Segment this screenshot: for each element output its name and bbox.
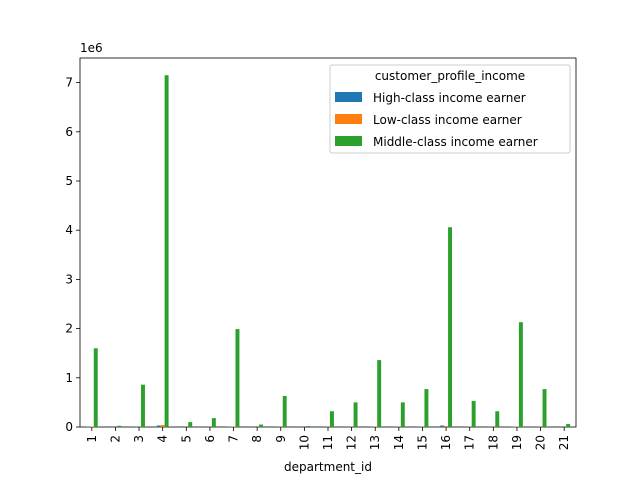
x-tick-label-16: 16 (439, 435, 453, 450)
bar-3-dept-6 (211, 418, 216, 427)
legend-swatch-1 (335, 92, 362, 102)
y-tick-label-2: 2 (65, 322, 73, 336)
bars (85, 75, 571, 427)
x-tick-label-8: 8 (250, 435, 264, 443)
bar-3-dept-3 (141, 384, 145, 427)
legend-entry-3: Middle-class income earner (373, 135, 538, 149)
legend-swatch-2 (335, 114, 362, 124)
bar-3-dept-15 (424, 389, 429, 427)
x-tick-label-18: 18 (486, 435, 500, 450)
bar-3-dept-19 (518, 322, 523, 427)
y-tick-label-7: 7 (65, 76, 73, 90)
y-axis: 0 1 2 3 4 5 6 7 (65, 76, 80, 434)
bar-2-dept-19 (514, 426, 519, 427)
x-tick-label-9: 9 (274, 435, 288, 443)
bar-3-dept-5 (188, 422, 193, 427)
x-tick-label-17: 17 (463, 435, 477, 450)
bar-3-dept-21 (566, 424, 571, 427)
y-tick-label-5: 5 (65, 174, 73, 188)
y-tick-label-3: 3 (65, 272, 73, 286)
legend-swatch-3 (335, 136, 362, 146)
legend-entry-2: Low-class income earner (373, 113, 522, 127)
x-tick-label-6: 6 (203, 435, 217, 443)
legend: customer_profile_income High-class income… (329, 64, 571, 154)
x-tick-label-12: 12 (345, 435, 359, 450)
x-tick-label-14: 14 (392, 435, 406, 450)
legend-box (329, 64, 571, 154)
bar-3-dept-20 (542, 389, 547, 427)
y-tick-label-1: 1 (65, 371, 73, 385)
x-tick-label-1: 1 (85, 435, 99, 443)
x-tick-label-3: 3 (132, 435, 146, 443)
x-tick-label-4: 4 (156, 435, 170, 443)
x-axis: 1 2 3 4 5 6 7 8 9 10 11 12 13 14 15 16 17 18 19 20 21 (85, 427, 571, 450)
bar-3-dept-14 (400, 402, 405, 427)
x-tick-label-20: 20 (534, 435, 548, 450)
y-tick-label-0: 0 (65, 420, 73, 434)
bar-3-dept-13 (377, 360, 382, 427)
x-tick-label-13: 13 (368, 435, 382, 450)
y-tick-label-4: 4 (65, 223, 73, 237)
bar-3-dept-12 (353, 402, 358, 427)
bar-3-dept-7 (235, 329, 240, 427)
legend-title: customer_profile_income (375, 69, 525, 83)
legend-entry-1: High-class income earner (373, 91, 526, 105)
bar-2-dept-7 (231, 426, 236, 427)
x-tick-label-19: 19 (510, 435, 524, 450)
x-tick-label-10: 10 (297, 435, 311, 450)
bar-3-dept-11 (329, 411, 334, 427)
x-tick-label-7: 7 (227, 435, 241, 443)
x-axis-label: department_id (284, 460, 372, 474)
y-tick-label-6: 6 (65, 125, 73, 139)
bar-1-dept-4 (156, 425, 161, 427)
x-tick-label-5: 5 (179, 435, 193, 443)
bar-3-dept-18 (495, 411, 500, 427)
bar-3-dept-9 (282, 396, 287, 427)
x-tick-label-11: 11 (321, 435, 335, 450)
bar-1-dept-16 (440, 425, 445, 427)
bar-2-dept-4 (160, 425, 165, 427)
x-tick-label-21: 21 (557, 435, 571, 450)
bar-3-dept-16 (448, 227, 452, 427)
bar-3-dept-4 (164, 75, 169, 427)
bar-2-dept-16 (444, 426, 449, 427)
bar-3-dept-17 (471, 400, 476, 427)
x-tick-label-15: 15 (415, 435, 429, 450)
bar-3-dept-8 (259, 424, 264, 427)
bar-3-dept-10 (306, 426, 311, 427)
y-axis-scale-label: 1e6 (80, 41, 103, 55)
bar-3-dept-2 (117, 425, 122, 427)
bar-3-dept-1 (93, 348, 98, 427)
x-tick-label-2: 2 (108, 435, 122, 443)
